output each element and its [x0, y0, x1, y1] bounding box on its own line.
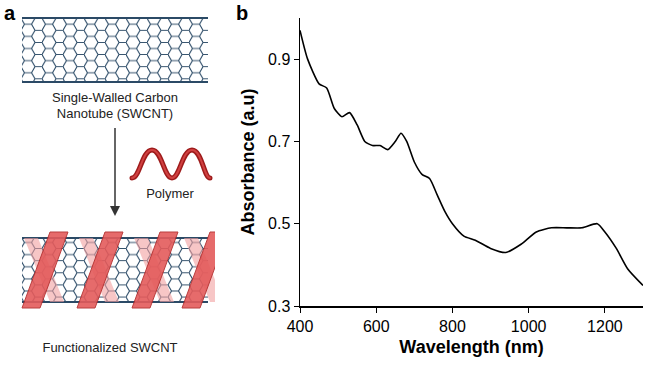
- svg-text:800: 800: [439, 318, 466, 335]
- html-text:b: b: [236, 2, 249, 24]
- svg-text:0.3: 0.3: [268, 298, 290, 315]
- svg-text:0.5: 0.5: [268, 215, 290, 232]
- svg-text:400: 400: [287, 318, 314, 335]
- html-text:Single-Walled Carbon Nanotube: Single-Walled Carbon Nanotube (SWCNT): [52, 90, 178, 121]
- svg-text:0.9: 0.9: [268, 51, 290, 68]
- svg-text:Wavelength (nm): Wavelength (nm): [399, 337, 543, 357]
- svg-text:1200: 1200: [587, 318, 623, 335]
- html-text:Polymer: Polymer: [146, 186, 194, 201]
- svg-text:1000: 1000: [511, 318, 547, 335]
- html-text:Functionalized SWCNT: Functionalized SWCNT: [42, 340, 178, 355]
- svg-text:Absorbance (a.u): Absorbance (a.u): [238, 88, 258, 235]
- html-text:a: a: [4, 2, 16, 24]
- svg-text:0.7: 0.7: [268, 133, 290, 150]
- svg-text:600: 600: [363, 318, 390, 335]
